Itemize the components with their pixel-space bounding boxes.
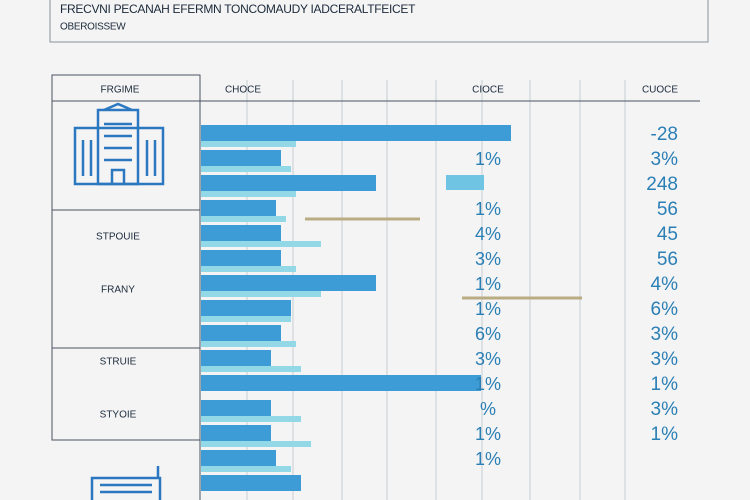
- column-header: CHOCE: [225, 85, 261, 96]
- header-box: [49, 0, 709, 43]
- bar: [201, 300, 291, 316]
- middle-label: 1%: [475, 274, 501, 294]
- middle-label: 4%: [475, 224, 501, 244]
- value-label: 45: [657, 224, 678, 245]
- row-label: STRUIE: [100, 357, 137, 368]
- row-label: STPOUIE: [96, 232, 140, 243]
- bar: [201, 475, 301, 491]
- value-label: 1%: [651, 374, 679, 395]
- bar: [201, 216, 286, 222]
- bar: [201, 400, 271, 416]
- bar: [201, 150, 281, 166]
- bar: [201, 350, 271, 366]
- row-label: STYOIE: [100, 410, 137, 421]
- middle-label: 1%: [475, 374, 501, 394]
- accent-box: [446, 175, 484, 190]
- bar: [201, 450, 276, 466]
- bar: [201, 225, 281, 241]
- middle-label: 1%: [475, 299, 501, 319]
- bar: [201, 416, 301, 422]
- value-label: 248: [646, 174, 678, 195]
- value-label: 3%: [651, 349, 679, 370]
- value-label: 6%: [651, 299, 679, 320]
- bar: [201, 125, 511, 141]
- column-header: CUOCE: [642, 85, 678, 96]
- title: FRECVNI PECANAH EFERMN TONCOMAUDY IADCER…: [60, 2, 416, 16]
- middle-label: 3%: [475, 249, 501, 269]
- middle-label: 1%: [475, 149, 501, 169]
- value-label: 4%: [651, 274, 679, 295]
- value-label: 3%: [651, 324, 679, 345]
- value-label: 56: [657, 199, 678, 220]
- bar: [201, 341, 296, 347]
- value-label: 1%: [651, 424, 679, 445]
- column-header: CIOCE: [472, 85, 504, 96]
- bar: [201, 141, 296, 147]
- bar: [201, 191, 296, 197]
- bar: [201, 275, 376, 291]
- bar: [201, 250, 281, 266]
- bar: [201, 175, 376, 191]
- bar: [201, 200, 276, 216]
- middle-label: 1%: [475, 449, 501, 469]
- bar: [201, 241, 321, 247]
- bar: [201, 291, 321, 297]
- bar: [201, 316, 291, 322]
- middle-label: 6%: [475, 324, 501, 344]
- value-label: -28: [651, 124, 678, 145]
- subtitle: OBEROISSEW: [60, 22, 126, 33]
- bar: [201, 466, 291, 472]
- value-label: 56: [657, 249, 678, 270]
- middle-label: 1%: [475, 199, 501, 219]
- column-header: FRGIME: [101, 85, 140, 96]
- bar: [201, 441, 311, 447]
- value-label: 3%: [651, 149, 679, 170]
- middle-label: 3%: [475, 349, 501, 369]
- building-icon: [73, 102, 165, 186]
- bar: [201, 425, 271, 441]
- value-label: 3%: [651, 399, 679, 420]
- bar: [201, 325, 281, 341]
- middle-label: 1%: [475, 424, 501, 444]
- middle-label: %: [480, 399, 496, 419]
- row-label: FRANY: [101, 285, 135, 296]
- bar: [201, 166, 291, 172]
- bar: [201, 266, 296, 272]
- bar: [201, 366, 301, 372]
- bar: [201, 375, 481, 391]
- building-icon: [90, 466, 162, 500]
